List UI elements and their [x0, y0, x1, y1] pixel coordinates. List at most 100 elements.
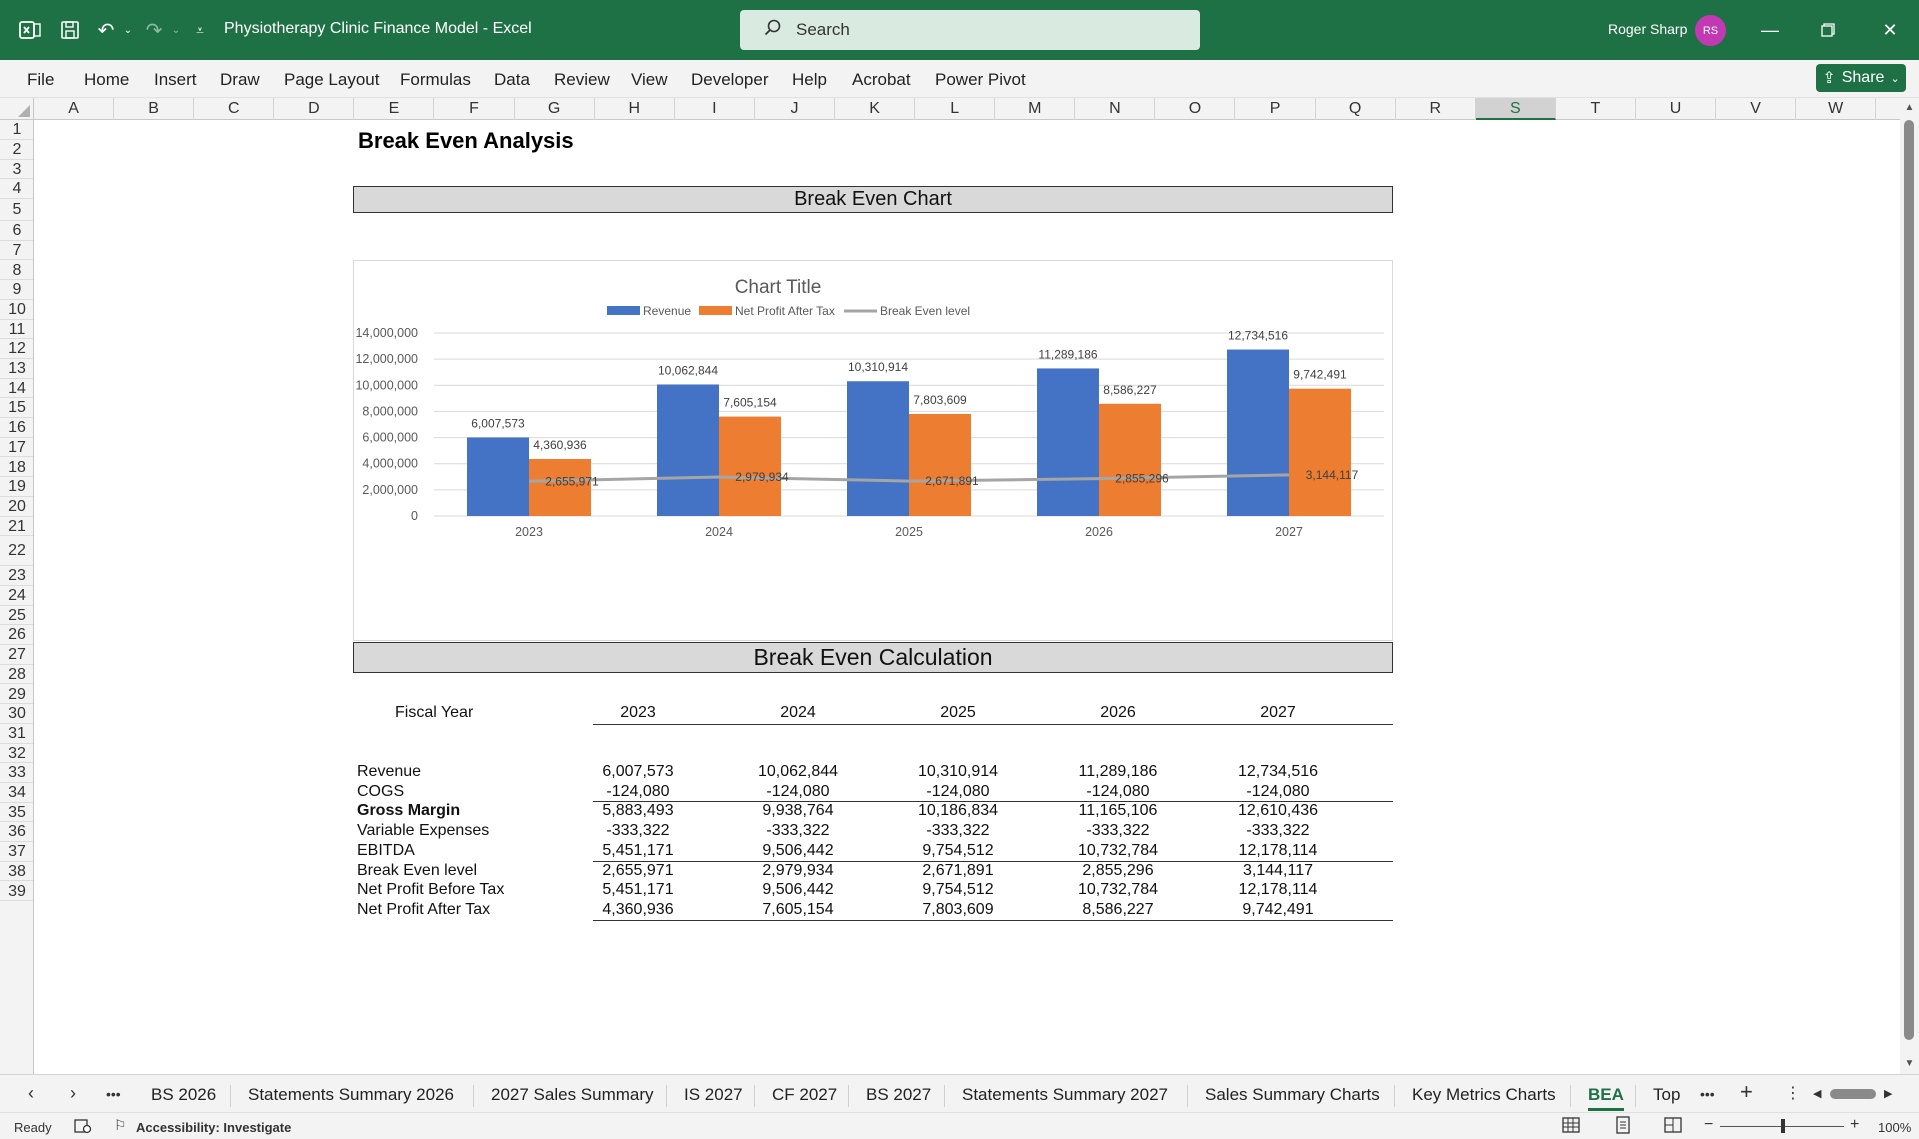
- cell-ebitda-2026[interactable]: 10,732,784: [1077, 841, 1159, 859]
- sheet-tab-cf-2027[interactable]: CF 2027: [772, 1085, 838, 1104]
- column-header-l[interactable]: L: [915, 98, 996, 120]
- column-header-k[interactable]: K: [835, 98, 916, 120]
- prev-sheet-icon[interactable]: ‹: [28, 1083, 34, 1103]
- line-break-even-level[interactable]: [528, 473, 1290, 483]
- cell-net-profit-after-tax-2024[interactable]: 7,605,154: [762, 900, 834, 918]
- row-header-37[interactable]: 37: [0, 842, 33, 862]
- cell-revenue-2027[interactable]: 12,734,516: [1237, 763, 1319, 780]
- sheet-tab-sales-summary-charts[interactable]: Sales Summary Charts: [1205, 1085, 1380, 1104]
- row-header-33[interactable]: 33: [0, 763, 33, 783]
- cell-gross-margin-2027[interactable]: 12,610,436: [1237, 802, 1319, 820]
- bar-net-profit-after-tax-2023[interactable]: [529, 458, 591, 516]
- row-header-21[interactable]: 21: [0, 517, 33, 537]
- scroll-down-icon[interactable]: ▼: [1904, 1058, 1915, 1069]
- more-sheets-right-icon[interactable]: •••: [1700, 1086, 1715, 1102]
- column-header-j[interactable]: J: [755, 98, 835, 120]
- cell-variable-expenses-2026[interactable]: -333,322: [1086, 822, 1150, 840]
- undo-icon[interactable]: ↶: [97, 19, 115, 42]
- row-header-6[interactable]: 6: [0, 221, 33, 241]
- row-header-20[interactable]: 20: [0, 497, 33, 517]
- row-header-18[interactable]: 18: [0, 458, 33, 478]
- cell-cogs-2027[interactable]: -124,080: [1246, 782, 1310, 800]
- bar-net-profit-after-tax-2024[interactable]: [719, 416, 781, 516]
- row-header-24[interactable]: 24: [0, 586, 33, 606]
- row-header-16[interactable]: 16: [0, 418, 33, 438]
- ribbon-tab-acrobat[interactable]: Acrobat: [852, 70, 911, 89]
- column-header-w[interactable]: W: [1796, 98, 1877, 120]
- row-header-19[interactable]: 19: [0, 477, 33, 497]
- cell-break-even-level-2025[interactable]: 2,671,891: [922, 861, 994, 879]
- sheet-tab-key-metrics-charts[interactable]: Key Metrics Charts: [1412, 1085, 1556, 1104]
- user-name[interactable]: Roger Sharp: [1608, 21, 1688, 37]
- ribbon-tab-power-pivot[interactable]: Power Pivot: [935, 70, 1026, 89]
- page-layout-view-icon[interactable]: [1614, 1116, 1632, 1137]
- cell-revenue-2024[interactable]: 10,062,844: [757, 763, 839, 780]
- bar-revenue-2027[interactable]: [1227, 349, 1289, 516]
- cell-revenue-2023[interactable]: 6,007,573: [602, 763, 674, 780]
- row-header-1[interactable]: 1: [0, 120, 33, 140]
- cell-variable-expenses-2023[interactable]: -333,322: [606, 822, 670, 840]
- row-header-8[interactable]: 8: [0, 261, 33, 281]
- ribbon-tab-data[interactable]: Data: [494, 70, 530, 89]
- bar-revenue-2026[interactable]: [1037, 368, 1099, 516]
- sheet-options-icon[interactable]: ⋮: [1785, 1085, 1801, 1102]
- bar-revenue-2024[interactable]: [657, 384, 719, 516]
- cell-net-profit-after-tax-2027[interactable]: 9,742,491: [1242, 900, 1314, 918]
- add-sheet-icon[interactable]: +: [1740, 1079, 1753, 1104]
- row-header-30[interactable]: 30: [0, 704, 33, 724]
- horizontal-scroll-thumb[interactable]: [1830, 1089, 1876, 1099]
- cell-cogs-2023[interactable]: -124,080: [606, 782, 670, 800]
- minimize-icon[interactable]: —: [1761, 19, 1779, 40]
- break-even-chart[interactable]: Chart Title Revenue Net Profit After Tax Br…: [353, 260, 1393, 641]
- column-header-o[interactable]: O: [1155, 98, 1236, 120]
- column-header-h[interactable]: H: [595, 98, 675, 120]
- close-icon[interactable]: ✕: [1882, 19, 1898, 40]
- sheet-tab-statements-summary-2026[interactable]: Statements Summary 2026: [248, 1085, 454, 1104]
- accessibility-icon[interactable]: ⚐: [114, 1117, 127, 1133]
- cell-net-profit-before-tax-2027[interactable]: 12,178,114: [1238, 881, 1318, 899]
- row-header-3[interactable]: 3: [0, 160, 33, 180]
- cell-ebitda-2023[interactable]: 5,451,171: [602, 841, 674, 859]
- row-header-28[interactable]: 28: [0, 665, 33, 685]
- sheet-tab-bs-2027[interactable]: BS 2027: [866, 1085, 932, 1104]
- vertical-scroll-thumb[interactable]: [1904, 120, 1914, 1040]
- column-header-c[interactable]: C: [194, 98, 275, 120]
- cell-break-even-level-2023[interactable]: 2,655,971: [602, 861, 674, 879]
- row-header-26[interactable]: 26: [0, 625, 33, 646]
- row-header-9[interactable]: 9: [0, 280, 33, 300]
- row-header-14[interactable]: 14: [0, 379, 33, 399]
- cell-cogs-2025[interactable]: -124,080: [926, 782, 990, 800]
- share-button[interactable]: ⇪ Share ⌄: [1816, 64, 1906, 92]
- ribbon-tab-page-layout[interactable]: Page Layout: [284, 70, 380, 89]
- cell-cogs-2026[interactable]: -124,080: [1086, 782, 1150, 800]
- row-header-35[interactable]: 35: [0, 803, 33, 823]
- cell-gross-margin-2024[interactable]: 9,938,764: [762, 802, 834, 820]
- column-header-p[interactable]: P: [1236, 98, 1316, 120]
- column-header-i[interactable]: I: [675, 98, 755, 120]
- macro-record-icon[interactable]: [74, 1118, 92, 1137]
- cell-gross-margin-2026[interactable]: 11,165,106: [1078, 802, 1158, 820]
- row-header-11[interactable]: 11: [0, 320, 33, 340]
- search-box[interactable]: Search: [740, 10, 1200, 50]
- hscroll-left-icon[interactable]: ◀: [1813, 1088, 1822, 1100]
- cell-ebitda-2027[interactable]: 12,178,114: [1238, 841, 1318, 859]
- ribbon-tab-file[interactable]: File: [27, 70, 55, 89]
- row-header-27[interactable]: 27: [0, 645, 33, 665]
- cell-net-profit-before-tax-2024[interactable]: 9,506,442: [762, 881, 834, 899]
- sheet-tab-is-2027[interactable]: IS 2027: [684, 1085, 743, 1104]
- next-sheet-icon[interactable]: ›: [70, 1083, 76, 1103]
- cell-net-profit-before-tax-2025[interactable]: 9,754,512: [922, 881, 994, 899]
- row-header-32[interactable]: 32: [0, 744, 33, 764]
- column-header-n[interactable]: N: [1075, 98, 1156, 120]
- row-header-17[interactable]: 17: [0, 438, 33, 458]
- column-header-s[interactable]: S: [1475, 98, 1556, 120]
- cell-variable-expenses-2025[interactable]: -333,322: [926, 822, 990, 840]
- hscroll-right-icon[interactable]: ▶: [1884, 1088, 1893, 1100]
- cell-break-even-level-2026[interactable]: 2,855,296: [1082, 861, 1154, 879]
- cell-break-even-level-2027[interactable]: 3,144,117: [1243, 861, 1313, 879]
- row-header-38[interactable]: 38: [0, 862, 33, 882]
- select-all-corner[interactable]: [0, 98, 34, 120]
- cell-revenue-2025[interactable]: 10,310,914: [917, 763, 999, 780]
- cell-revenue-2026[interactable]: 11,289,186: [1078, 763, 1158, 780]
- scroll-up-icon[interactable]: ▲: [1904, 102, 1915, 113]
